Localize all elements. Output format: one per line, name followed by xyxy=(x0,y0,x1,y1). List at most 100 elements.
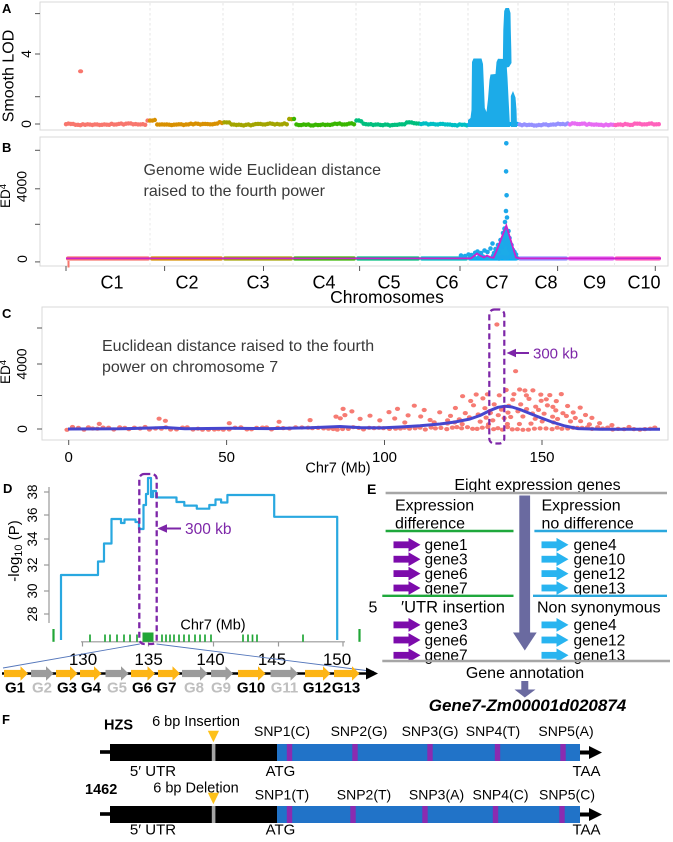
svg-text:G11: G11 xyxy=(271,680,299,697)
svg-text:4: 4 xyxy=(18,50,34,58)
svg-text:raised to the fourth power: raised to the fourth power xyxy=(144,183,326,200)
svg-text:SNP3(A): SNP3(A) xyxy=(409,787,464,803)
svg-text:SNP2(T): SNP2(T) xyxy=(337,787,391,803)
svg-text:gene3: gene3 xyxy=(425,617,468,634)
svg-text:E: E xyxy=(367,481,376,497)
svg-text:SNP5(C): SNP5(C) xyxy=(539,787,595,803)
svg-text:SNP3(G): SNP3(G) xyxy=(402,723,459,739)
svg-text:ED4: ED4 xyxy=(0,184,13,208)
svg-text:G10: G10 xyxy=(237,680,265,697)
svg-text:G6: G6 xyxy=(132,680,152,697)
svg-text:F: F xyxy=(2,712,10,727)
svg-text:gene1: gene1 xyxy=(425,537,468,554)
svg-text:C5: C5 xyxy=(377,273,400,293)
svg-text:A: A xyxy=(2,1,12,16)
svg-text:C1: C1 xyxy=(100,273,123,293)
svg-text:150: 150 xyxy=(529,449,554,466)
svg-text:5′ UTR: 5′ UTR xyxy=(130,763,176,780)
svg-text:145: 145 xyxy=(258,650,286,669)
svg-text:D: D xyxy=(3,481,12,496)
svg-text:C3: C3 xyxy=(246,273,269,293)
svg-text:Smooth LOD: Smooth LOD xyxy=(1,30,18,122)
svg-text:130: 130 xyxy=(69,650,97,669)
svg-text:30: 30 xyxy=(25,583,40,598)
svg-text:HZS: HZS xyxy=(104,718,133,734)
svg-text:4000: 4000 xyxy=(14,171,30,202)
svg-text:1462: 1462 xyxy=(85,782,117,798)
svg-text:C10: C10 xyxy=(627,273,660,293)
svg-text:0: 0 xyxy=(14,255,30,263)
svg-text:50: 50 xyxy=(218,449,235,466)
svg-text:Chromosomes: Chromosomes xyxy=(330,287,444,307)
svg-text:ED4: ED4 xyxy=(0,360,13,384)
svg-text:Chr7 (Mb): Chr7 (Mb) xyxy=(180,618,245,634)
svg-text:0: 0 xyxy=(14,425,30,433)
svg-text:TAA: TAA xyxy=(572,763,600,780)
svg-text:G9: G9 xyxy=(211,680,231,697)
svg-text:ATG: ATG xyxy=(266,822,296,838)
svg-text:140: 140 xyxy=(196,650,224,669)
svg-text:5: 5 xyxy=(369,600,378,617)
svg-text:38: 38 xyxy=(25,484,40,499)
svg-text:C4: C4 xyxy=(312,273,335,293)
svg-text:Non synonymous: Non synonymous xyxy=(537,600,661,617)
svg-text:G13: G13 xyxy=(332,680,360,697)
svg-text:SNP4(C): SNP4(C) xyxy=(472,787,528,803)
svg-text:C7: C7 xyxy=(485,273,508,293)
svg-text:gene6: gene6 xyxy=(425,632,468,649)
svg-text:G2: G2 xyxy=(32,680,52,697)
svg-text:B: B xyxy=(2,140,11,155)
svg-text:gene7: gene7 xyxy=(425,580,468,597)
svg-text:6 bp Deletion: 6 bp Deletion xyxy=(153,781,238,797)
svg-text:G7: G7 xyxy=(156,680,176,697)
svg-text:no difference: no difference xyxy=(542,516,634,533)
svg-text:150: 150 xyxy=(323,650,351,669)
svg-text:TAA: TAA xyxy=(572,822,600,838)
svg-text:gene12: gene12 xyxy=(574,566,626,583)
svg-text:Gene annotation: Gene annotation xyxy=(466,665,584,682)
svg-text:5′ UTR: 5′ UTR xyxy=(130,822,176,838)
svg-text:0: 0 xyxy=(65,449,73,466)
svg-text:C8: C8 xyxy=(534,273,557,293)
svg-text:Expression: Expression xyxy=(395,498,474,515)
svg-text:G12: G12 xyxy=(303,680,331,697)
svg-text:gene13: gene13 xyxy=(574,580,626,597)
svg-text:36: 36 xyxy=(25,507,40,522)
svg-text:gene12: gene12 xyxy=(574,632,626,649)
svg-text:power on chromosome 7: power on chromosome 7 xyxy=(102,359,278,376)
svg-text:300 kb: 300 kb xyxy=(533,346,578,363)
svg-text:G3: G3 xyxy=(57,680,77,697)
svg-text:6 bp Insertion: 6 bp Insertion xyxy=(152,714,240,730)
svg-text:Euclidean distance raised to t: Euclidean distance raised to the fourth xyxy=(102,338,374,355)
svg-text:100: 100 xyxy=(372,449,397,466)
svg-text:Genome wide Euclidean distance: Genome wide Euclidean distance xyxy=(144,162,382,179)
svg-text:SNP2(G): SNP2(G) xyxy=(331,723,388,739)
svg-text:135: 135 xyxy=(134,650,162,669)
svg-text:4000: 4000 xyxy=(14,348,30,379)
svg-text:SNP4(T): SNP4(T) xyxy=(466,723,520,739)
svg-text:gene3: gene3 xyxy=(425,552,468,569)
svg-text:Eight expression genes: Eight expression genes xyxy=(454,477,620,494)
svg-text:SNP1(C): SNP1(C) xyxy=(254,723,310,739)
svg-text:gene4: gene4 xyxy=(574,537,617,554)
svg-text:300 kb: 300 kb xyxy=(185,521,232,538)
svg-text:gene4: gene4 xyxy=(574,617,617,634)
svg-text:SNP1(T): SNP1(T) xyxy=(255,787,309,803)
svg-text:28: 28 xyxy=(25,606,40,621)
svg-text:gene6: gene6 xyxy=(425,566,468,583)
svg-text:Expression: Expression xyxy=(542,498,621,515)
svg-text:G8: G8 xyxy=(184,680,204,697)
svg-text:′UTR insertion: ′UTR insertion xyxy=(401,599,505,617)
svg-text:C2: C2 xyxy=(175,273,198,293)
svg-text:G1: G1 xyxy=(5,680,25,697)
svg-text:-log10 (P): -log10 (P) xyxy=(6,520,25,581)
svg-text:C: C xyxy=(2,306,12,321)
svg-text:Gene7-Zm00001d020874: Gene7-Zm00001d020874 xyxy=(429,696,627,715)
svg-text:difference: difference xyxy=(395,516,465,533)
svg-text:ATG: ATG xyxy=(266,763,296,780)
svg-text:SNP5(A): SNP5(A) xyxy=(538,723,593,739)
svg-text:34: 34 xyxy=(25,531,40,547)
svg-text:G4: G4 xyxy=(81,680,102,697)
svg-text:Chr7 (Mb): Chr7 (Mb) xyxy=(305,461,370,477)
svg-text:0: 0 xyxy=(18,120,34,128)
